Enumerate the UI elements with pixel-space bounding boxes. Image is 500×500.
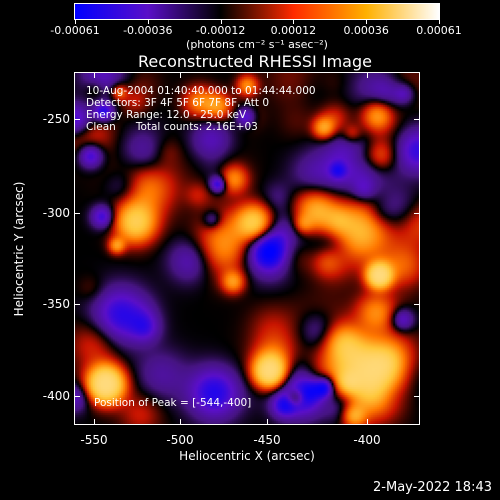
y-tick-mark: [74, 119, 80, 120]
x-axis-title: Heliocentric X (arcsec): [179, 449, 315, 463]
x-tick-mark: [367, 72, 368, 78]
y-tick-label: -400: [42, 389, 70, 403]
timestamp: 2-May-2022 18:43: [373, 480, 492, 495]
y-tick-mark: [414, 396, 420, 397]
x-tick-mark: [94, 419, 95, 425]
y-tick-mark: [414, 119, 420, 120]
colorbar-units: (photons cm⁻² s⁻¹ asec⁻²): [186, 38, 328, 51]
x-tick-label: -500: [166, 433, 194, 447]
annotation-peak-position: Position of Peak = [-544,-400]: [94, 397, 252, 409]
y-tick-label: -300: [42, 206, 70, 220]
colorbar-tick-label: 0.00012: [270, 24, 317, 37]
x-tick-mark: [267, 419, 268, 425]
y-tick-mark: [414, 213, 420, 214]
y-tick-mark: [414, 304, 420, 305]
colorbar-tick-label: 0.00061: [416, 24, 462, 37]
colorbar-tick: [147, 20, 149, 24]
y-tick-mark: [74, 213, 80, 214]
x-tick-mark: [180, 419, 181, 425]
annotation-detectors: Detectors: 3F 4F 5F 6F 7F 8F, Att 0: [86, 97, 270, 109]
x-tick-mark: [94, 72, 95, 78]
colorbar-tick: [439, 20, 440, 24]
y-tick-label: -250: [42, 112, 70, 126]
colorbar-tick-label: -0.00036: [123, 24, 173, 37]
x-tick-mark: [267, 72, 268, 78]
colorbar-tick: [220, 20, 222, 24]
colorbar-tick: [293, 20, 295, 24]
colorbar-tick-label: -0.00012: [195, 24, 246, 37]
colorbar: [74, 3, 440, 20]
y-tick-mark: [74, 304, 80, 305]
x-tick-label: -400: [353, 433, 381, 447]
colorbar-tick: [366, 20, 368, 24]
y-tick-mark: [74, 396, 80, 397]
x-tick-mark: [180, 72, 181, 78]
rhessi-image-heatmap: [75, 73, 419, 424]
x-tick-label: -550: [80, 433, 108, 447]
x-tick-mark: [367, 419, 368, 425]
x-tick-label: -450: [253, 433, 281, 447]
colorbar-tick-label: 0.00036: [343, 24, 389, 37]
y-axis-title: Heliocentric Y (arcsec): [12, 181, 26, 317]
image-plot: 10-Aug-2004 01:40:40.000 to 01:44:44.000…: [74, 72, 420, 425]
plot-title: Reconstructed RHESSI Image: [138, 52, 372, 71]
annotation-energy-range: Energy Range: 12.0 - 25.0 keV: [86, 109, 247, 121]
annotation-clean-counts: Clean Total counts: 2.16E+03: [86, 121, 258, 133]
colorbar-tick: [75, 20, 76, 24]
y-tick-label: -350: [42, 297, 70, 311]
annotation-time-range: 10-Aug-2004 01:40:40.000 to 01:44:44.000: [86, 85, 316, 97]
colorbar-tick-label: -0.00061: [50, 24, 100, 37]
